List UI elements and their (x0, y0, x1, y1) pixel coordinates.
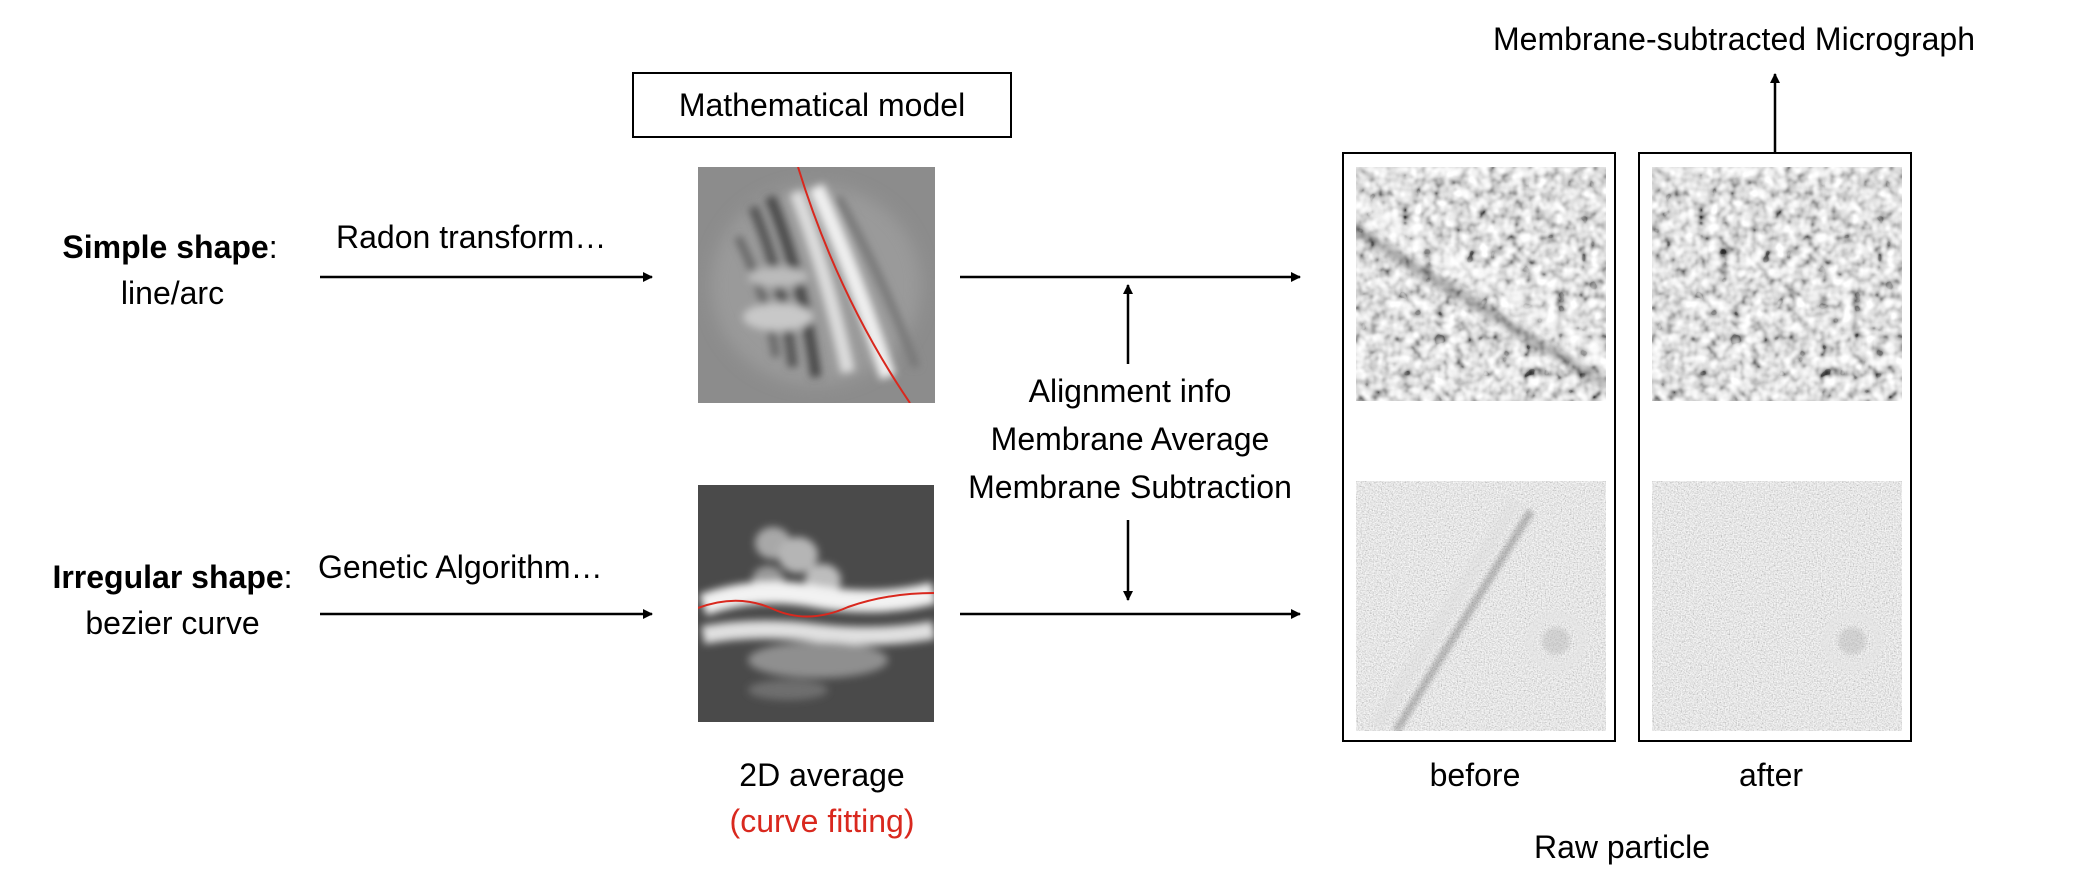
simple-shape-colon: : (268, 229, 278, 265)
mathematical-model-box: Mathematical model (632, 72, 1012, 138)
radon-transform-label: Radon transform… (336, 219, 607, 255)
after-line-particle-image (1652, 167, 1902, 401)
simple-shape-average-image (698, 167, 935, 403)
before-label: before (1429, 757, 1521, 793)
before-frame (1342, 152, 1616, 742)
irregular-shape-sub: bezier curve (85, 605, 260, 641)
simple-shape-label: Simple shape: (40, 228, 300, 266)
simple-shape-sub: line/arc (120, 275, 225, 311)
subtracted-micrograph-label: Membrane-subtracted Micrograph (1493, 21, 1975, 57)
curve-fitting-note: (curve fitting) (729, 803, 915, 839)
average-label: 2D average (739, 757, 905, 793)
membrane-subtraction-label: Membrane Subtraction (968, 469, 1292, 505)
membrane-average-label: Membrane Average (990, 421, 1270, 457)
after-frame (1638, 152, 1912, 742)
alignment-info-label: Alignment info (1028, 373, 1232, 409)
irregular-shape-title: Irregular shape (52, 559, 284, 595)
simple-shape-title: Simple shape (62, 229, 269, 265)
irregular-shape-colon: : (283, 559, 293, 595)
after-vesicle-particle-image (1652, 481, 1902, 731)
before-line-particle-image (1356, 167, 1606, 401)
irregular-shape-average-image (698, 485, 934, 722)
before-vesicle-particle-image (1356, 481, 1606, 731)
genetic-algorithm-label: Genetic Algorithm… (318, 549, 603, 585)
after-label: after (1738, 757, 1804, 793)
irregular-shape-label: Irregular shape: (20, 558, 325, 596)
raw-particle-label: Raw particle (1533, 829, 1711, 865)
